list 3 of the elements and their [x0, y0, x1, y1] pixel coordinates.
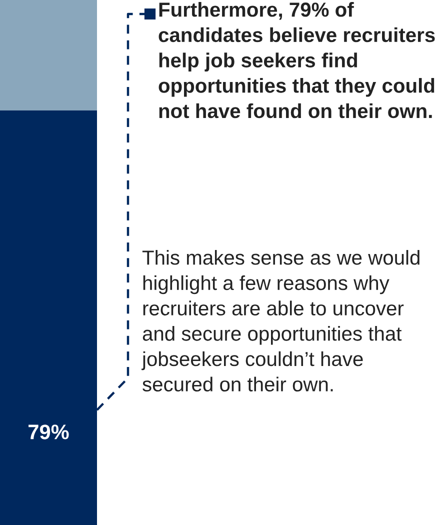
data-label: 79% — [28, 424, 69, 440]
text: This makes sense as we would highlight a few reasons why recruiters are able to uncover and secure opportunities that jobseekers couldn’t have secured on their own. — [142, 250, 420, 392]
text: Furthermore, 79% of candidates believe recruiters help job seekers find opportunities that they could not have found on their own. — [158, 2, 435, 118]
